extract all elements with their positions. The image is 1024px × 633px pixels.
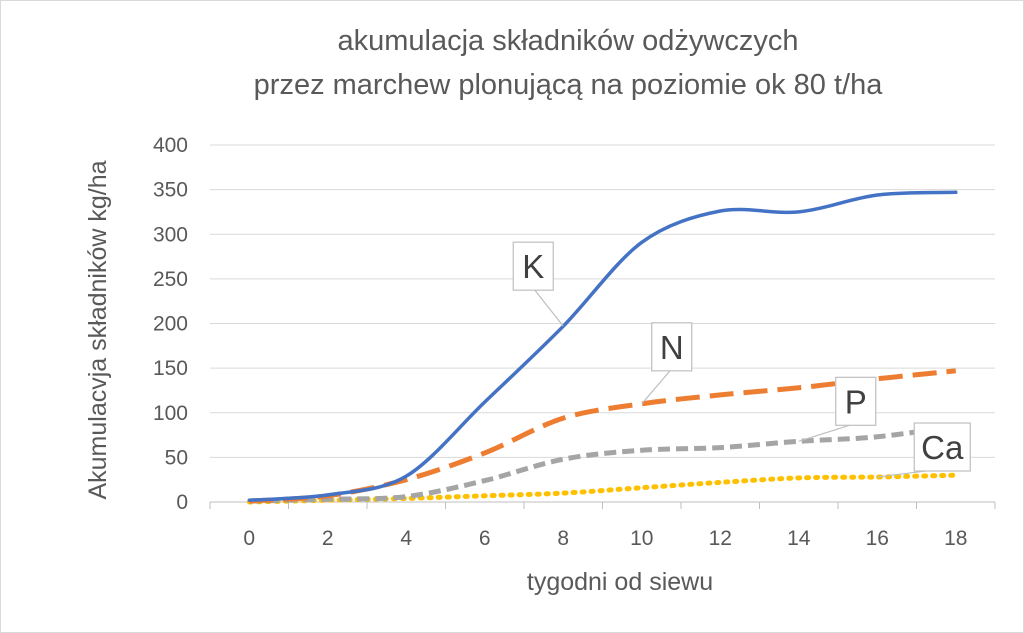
callout-label: P [845,383,867,420]
callout-box [512,241,554,291]
callout-layer: K N P Ca [512,241,971,478]
y-tick-label: 300 [153,223,188,246]
x-axis-ticks: 0 2 4 6 8 10 12 14 16 18 [209,502,996,550]
x-axis-label: tygodni od siewu [527,568,713,596]
callout-ca: Ca [877,422,971,478]
callout-label: N [660,329,684,366]
callout-box [913,422,971,472]
x-tick-label: 8 [557,527,569,550]
y-axis-ticks: 0 50 100 150 200 250 300 350 400 [153,134,188,514]
callout-label: K [522,248,544,285]
y-axis-label: Akumulacvja składników kg/ha [84,160,112,499]
callout-label: Ca [921,429,964,466]
x-tick-label: 6 [479,527,491,550]
callout-box [651,322,693,372]
chart-title: akumulacja składników odżywczych [338,25,799,57]
x-tick-label: 10 [630,527,653,550]
x-tick-label: 18 [944,527,967,550]
y-tick-label: 100 [153,402,188,425]
x-tick-label: 4 [400,527,412,550]
callout-k: K [512,241,564,327]
x-tick-label: 12 [709,527,732,550]
callout-leader [532,287,564,327]
y-tick-label: 0 [176,491,188,514]
x-tick-label: 14 [787,527,811,550]
y-tick-label: 400 [153,134,188,157]
callout-n: N [641,322,693,405]
callout-p: P [798,376,877,442]
series-layer [246,190,959,505]
y-tick-label: 50 [165,446,188,469]
series-line-k [247,190,958,502]
callout-leader [641,368,673,405]
callout-box [835,376,877,426]
chart-subtitle: przez marchew plonującą na poziomie ok 8… [254,69,884,101]
y-tick-label: 200 [153,313,188,336]
callout-leader [798,422,856,442]
x-tick-label: 0 [243,527,255,550]
x-tick-label: 16 [866,527,889,550]
y-tick-label: 150 [153,357,188,380]
y-tick-label: 350 [153,179,188,202]
series-line-p [249,423,957,504]
y-tick-label: 250 [153,268,188,291]
x-tick-label: 2 [322,527,334,550]
